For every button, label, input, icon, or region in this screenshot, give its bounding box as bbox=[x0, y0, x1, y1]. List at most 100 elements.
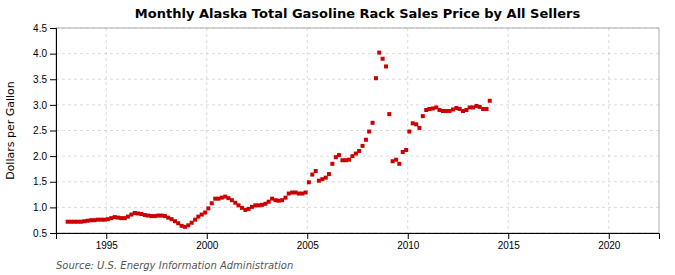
x-tick-mark bbox=[508, 233, 509, 239]
grid-line-y bbox=[56, 79, 659, 80]
y-tick-label: 0.5 bbox=[33, 228, 47, 239]
point bbox=[320, 177, 324, 181]
point bbox=[337, 153, 341, 157]
y-tick-mark bbox=[50, 79, 56, 80]
x-tick: 2010 bbox=[397, 233, 420, 251]
plot-area: 1995200020052010201520200.51.01.52.02.53… bbox=[33, 23, 659, 251]
grid-line-y bbox=[56, 130, 659, 131]
point bbox=[387, 112, 391, 116]
point bbox=[371, 121, 375, 125]
x-tick: 2000 bbox=[196, 233, 219, 251]
point bbox=[461, 109, 465, 113]
point bbox=[267, 200, 271, 204]
point bbox=[76, 220, 80, 224]
x-tick: 2020 bbox=[598, 233, 621, 251]
plot-frame bbox=[56, 28, 659, 233]
point bbox=[438, 108, 442, 112]
y-tick: 1.5 bbox=[33, 176, 56, 187]
grid-line-y bbox=[56, 53, 659, 54]
y-tick-label: 4.5 bbox=[33, 23, 47, 34]
y-tick-mark bbox=[50, 105, 56, 106]
y-axis: 0.51.01.52.02.53.03.54.04.5 bbox=[33, 23, 56, 239]
point bbox=[314, 169, 318, 173]
y-tick: 4.5 bbox=[33, 23, 56, 34]
grid-line-y bbox=[56, 181, 659, 182]
y-tick-label: 4.0 bbox=[33, 48, 47, 59]
x-tick: 2005 bbox=[297, 233, 320, 251]
point bbox=[307, 180, 311, 184]
y-tick-mark bbox=[50, 182, 56, 183]
point bbox=[203, 211, 207, 215]
x-tick-label: 2005 bbox=[297, 240, 320, 251]
point bbox=[417, 126, 421, 130]
point bbox=[357, 149, 361, 153]
x-tick-mark bbox=[106, 233, 107, 239]
y-tick: 1.0 bbox=[33, 202, 56, 213]
grid-line-y bbox=[56, 207, 659, 208]
point bbox=[297, 192, 301, 196]
point bbox=[404, 148, 408, 152]
point bbox=[421, 114, 425, 118]
point bbox=[210, 201, 214, 205]
point bbox=[200, 213, 204, 217]
y-tick: 3.5 bbox=[33, 74, 56, 85]
y-tick-label: 1.0 bbox=[33, 202, 47, 213]
point bbox=[407, 130, 411, 134]
x-tick: 2015 bbox=[498, 233, 521, 251]
point bbox=[160, 214, 164, 218]
point bbox=[458, 107, 462, 111]
point bbox=[478, 105, 482, 109]
point bbox=[139, 212, 143, 216]
point bbox=[414, 122, 418, 126]
point bbox=[129, 213, 133, 217]
point bbox=[206, 206, 210, 210]
point bbox=[260, 203, 264, 207]
point bbox=[374, 76, 378, 80]
y-tick-mark bbox=[50, 207, 56, 208]
point bbox=[126, 215, 130, 219]
x-tick-mark bbox=[307, 233, 308, 239]
grid bbox=[56, 28, 659, 233]
point bbox=[250, 205, 254, 209]
y-tick: 2.5 bbox=[33, 125, 56, 136]
point bbox=[330, 162, 334, 166]
x-tick-label: 2010 bbox=[397, 240, 420, 251]
point bbox=[377, 51, 381, 55]
point bbox=[347, 158, 351, 162]
point bbox=[257, 203, 261, 207]
point bbox=[156, 214, 160, 218]
point bbox=[166, 216, 170, 220]
point bbox=[327, 172, 331, 176]
y-tick-label: 3.0 bbox=[33, 100, 47, 111]
point bbox=[247, 207, 251, 211]
point bbox=[290, 191, 294, 195]
x-axis: 199520002005201020152020 bbox=[57, 233, 660, 251]
x-tick-label: 2020 bbox=[598, 240, 621, 251]
grid-line-y bbox=[56, 104, 659, 105]
point bbox=[317, 179, 321, 183]
point bbox=[79, 220, 83, 224]
point bbox=[86, 219, 90, 223]
x-tick-label: 2000 bbox=[196, 240, 219, 251]
point bbox=[240, 206, 244, 210]
grid-line-x bbox=[307, 28, 308, 233]
point bbox=[391, 159, 395, 163]
point bbox=[216, 197, 220, 201]
point bbox=[66, 220, 70, 224]
point bbox=[69, 220, 73, 224]
grid-line-y bbox=[56, 156, 659, 157]
point bbox=[340, 158, 344, 162]
point bbox=[300, 192, 304, 196]
x-tick-label: 2015 bbox=[498, 240, 521, 251]
point bbox=[431, 106, 435, 110]
point bbox=[277, 199, 281, 203]
y-tick-label: 3.5 bbox=[33, 74, 47, 85]
y-tick-mark bbox=[50, 156, 56, 157]
point bbox=[350, 154, 354, 158]
point bbox=[237, 203, 241, 207]
point bbox=[180, 224, 184, 228]
x-tick-mark bbox=[609, 233, 610, 239]
y-tick-mark bbox=[50, 54, 56, 55]
y-tick: 4.0 bbox=[33, 48, 56, 59]
point bbox=[481, 107, 485, 111]
